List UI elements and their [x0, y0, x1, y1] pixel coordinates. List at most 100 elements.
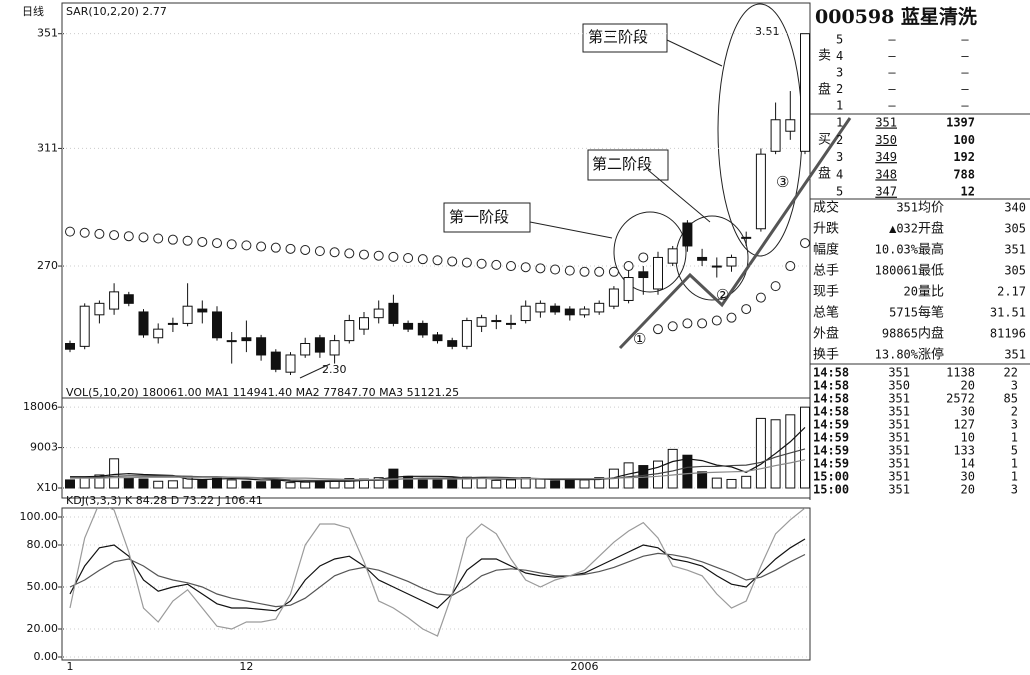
volume-bar	[550, 480, 561, 489]
buy-volume: 788	[953, 167, 975, 181]
trade-volume: 10	[961, 431, 975, 445]
annotation-shapes	[443, 3, 803, 301]
stat-value: ▲032	[889, 222, 918, 236]
volume-bar	[79, 476, 90, 489]
trade-count: 22	[1004, 366, 1018, 380]
volume-bar	[491, 479, 502, 489]
candle-body	[79, 305, 90, 347]
y-tick-label: 270	[37, 259, 58, 272]
candle-body	[138, 311, 149, 336]
stat-label: 最低	[918, 264, 944, 279]
candle-body	[256, 337, 267, 356]
trade-count: 85	[1004, 392, 1018, 406]
stat-value: 5715	[889, 306, 918, 320]
buy-level: 3	[836, 150, 843, 164]
candle-body	[520, 305, 531, 322]
sar-dot	[123, 231, 134, 242]
stat-value: 2.17	[997, 285, 1026, 299]
volume-bar	[726, 478, 737, 489]
candle-body	[506, 322, 516, 325]
candle-body	[564, 308, 575, 316]
sar-dot	[329, 247, 340, 258]
volume-bar	[506, 479, 516, 489]
volume-bar	[579, 479, 590, 489]
sar-dot	[755, 292, 766, 303]
volume-bar	[594, 477, 605, 489]
sar-dot	[285, 243, 296, 254]
trade-price: 351	[888, 431, 910, 445]
trend-line	[618, 117, 852, 350]
candle-body	[226, 340, 237, 343]
candle-body	[638, 271, 649, 279]
sar-dot	[461, 257, 472, 268]
line	[69, 552, 806, 608]
volume-bar	[344, 478, 355, 489]
sar-dot	[667, 321, 678, 332]
y-tick-label: 18006	[23, 400, 58, 413]
volume-bar	[667, 448, 678, 489]
sell-price: —	[888, 33, 896, 47]
candle-body	[711, 265, 722, 268]
trade-count: 1	[1011, 470, 1018, 484]
volume-bar	[432, 479, 443, 489]
trade-time: 15:00	[813, 470, 849, 484]
candle-body	[182, 305, 193, 324]
stock-title: 000598 蓝星清洗	[815, 5, 977, 28]
stat-value: 180061	[875, 264, 918, 278]
trade-price: 351	[888, 418, 910, 432]
volume-bar	[285, 482, 296, 489]
trade-volume: 133	[953, 444, 975, 458]
stat-label: 涨停	[918, 347, 944, 363]
kdj-panel	[61, 507, 811, 661]
y-tick-label: 80.00	[27, 538, 59, 551]
annotation: 第三阶段	[588, 28, 648, 46]
candle-body	[447, 340, 458, 347]
annotation: 3.51	[755, 25, 780, 38]
stat-value: 31.51	[990, 306, 1026, 320]
trade-price: 351	[888, 444, 910, 458]
trade-price: 351	[888, 392, 910, 406]
volume-bar	[94, 474, 105, 489]
sar-dot	[432, 255, 443, 266]
candle-body	[417, 322, 428, 336]
volume-bar	[153, 480, 164, 489]
volume-bar	[241, 480, 252, 489]
trade-volume: 2572	[946, 392, 975, 406]
buy-level: 2	[836, 133, 843, 147]
trade-price: 351	[888, 483, 910, 497]
sar-dot	[226, 239, 237, 250]
sar-dot	[167, 234, 178, 245]
stat-label: 量比	[918, 285, 944, 300]
candle-body	[314, 337, 325, 353]
volume-bar	[564, 479, 575, 489]
line	[69, 538, 806, 612]
stat-label: 内盘	[918, 326, 944, 342]
sar-dot	[109, 230, 120, 241]
trade-count: 3	[1011, 418, 1018, 432]
x-tick-label: 1	[67, 660, 74, 673]
stat-label: 升跌	[813, 221, 839, 237]
volume-bar	[226, 479, 237, 489]
sar-dot	[520, 262, 531, 273]
trade-count: 3	[1011, 483, 1018, 497]
stat-value: 305	[1004, 264, 1026, 278]
candle-body	[167, 322, 178, 325]
indicator: SAR(10,2,20) 2.77	[66, 5, 167, 18]
y-tick-label: X10	[36, 481, 58, 494]
kdj-header: KDJ(3,3,3) K 84.28 D 73.22 J 106.41	[66, 494, 263, 507]
stat-label: 开盘	[918, 221, 944, 237]
sar-dot	[476, 258, 487, 269]
sar-dot	[697, 318, 708, 329]
candle-body	[432, 334, 443, 342]
stat-value: 98865	[882, 327, 918, 341]
candle-body	[388, 302, 399, 324]
stat-label: 换手	[813, 348, 839, 363]
sell-level: 5	[836, 33, 843, 47]
side-label: 买	[818, 133, 831, 148]
sar-dot	[256, 241, 267, 252]
candle-body	[123, 294, 134, 304]
sar-dot	[800, 238, 810, 249]
line	[70, 426, 806, 483]
sar-dot	[550, 264, 561, 275]
sar-dot	[711, 315, 722, 326]
